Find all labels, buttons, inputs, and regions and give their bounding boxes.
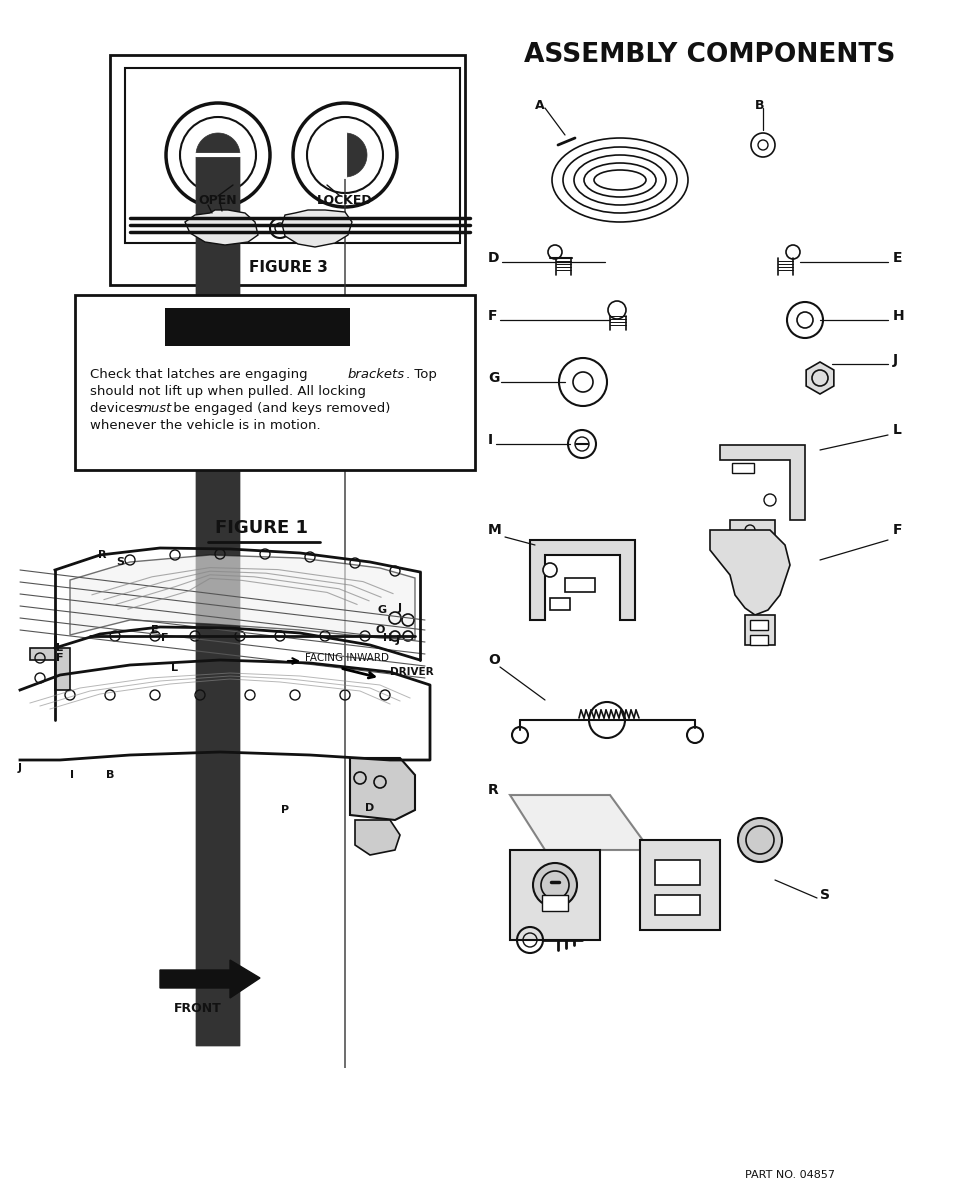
Text: M: M	[488, 522, 501, 537]
Text: F: F	[56, 653, 64, 663]
Text: LOCKED: LOCKED	[316, 193, 373, 207]
Bar	[110, 55, 464, 285]
Text: J: J	[892, 353, 897, 368]
Text: I: I	[488, 434, 493, 447]
Text: S: S	[820, 888, 829, 902]
Polygon shape	[70, 555, 415, 640]
Polygon shape	[355, 820, 399, 855]
Polygon shape	[195, 133, 240, 1046]
Bar	[541, 895, 567, 912]
Polygon shape	[510, 795, 649, 850]
Polygon shape	[530, 540, 635, 620]
Bar	[125, 68, 459, 243]
Text: J: J	[18, 763, 22, 773]
Polygon shape	[160, 960, 260, 998]
Text: devices: devices	[90, 402, 145, 416]
Polygon shape	[709, 530, 789, 615]
Text: R: R	[97, 550, 106, 560]
Polygon shape	[510, 850, 599, 940]
Text: S: S	[116, 557, 124, 567]
Bar	[655, 895, 700, 915]
Text: PART NO. 04857: PART NO. 04857	[744, 1170, 834, 1181]
Bar	[75, 295, 475, 470]
Polygon shape	[639, 839, 720, 930]
Text: ASSEMBLY COMPONENTS: ASSEMBLY COMPONENTS	[524, 42, 895, 68]
Text: OPEN: OPEN	[198, 193, 237, 207]
Text: whenever the vehicle is in motion.: whenever the vehicle is in motion.	[90, 419, 320, 432]
Text: G: G	[377, 605, 386, 615]
Polygon shape	[805, 362, 833, 394]
Text: A: A	[535, 98, 544, 112]
Circle shape	[738, 818, 781, 862]
Text: F: F	[892, 522, 902, 537]
Bar	[550, 598, 569, 610]
Polygon shape	[729, 520, 774, 540]
Bar	[749, 635, 767, 645]
Text: must: must	[139, 402, 172, 416]
Polygon shape	[720, 446, 804, 520]
Polygon shape	[30, 649, 70, 691]
Text: O: O	[375, 625, 384, 635]
Text: R: R	[488, 783, 498, 797]
Text: L: L	[172, 663, 178, 673]
Text: L: L	[56, 643, 64, 653]
Text: should not lift up when pulled. All locking: should not lift up when pulled. All lock…	[90, 386, 366, 398]
Text: brackets: brackets	[348, 368, 405, 381]
Circle shape	[533, 864, 577, 907]
Bar	[749, 620, 767, 631]
Text: FIGURE 3: FIGURE 3	[249, 261, 327, 275]
Text: E: E	[151, 625, 158, 635]
Text: J: J	[397, 603, 401, 613]
Text: DRIVER: DRIVER	[390, 667, 434, 677]
Text: D: D	[365, 803, 375, 813]
Bar	[655, 860, 700, 885]
Text: E: E	[892, 251, 902, 265]
Text: L: L	[892, 423, 901, 437]
Polygon shape	[282, 210, 352, 247]
Bar	[165, 307, 350, 346]
Text: O: O	[488, 653, 499, 667]
Text: be engaged (and keys removed): be engaged (and keys removed)	[169, 402, 390, 416]
Text: FIGURE 1: FIGURE 1	[215, 519, 308, 537]
Text: P: P	[280, 805, 289, 815]
Circle shape	[542, 563, 557, 576]
Bar	[731, 464, 753, 473]
Polygon shape	[744, 615, 774, 645]
Polygon shape	[185, 210, 257, 245]
Text: G: G	[488, 371, 498, 386]
Text: F: F	[161, 633, 169, 643]
Text: B: B	[106, 770, 114, 779]
Text: D: D	[488, 251, 499, 265]
Text: J: J	[395, 635, 399, 645]
Text: Check that latches are engaging: Check that latches are engaging	[90, 368, 312, 381]
Text: H: H	[892, 309, 903, 323]
Bar	[564, 578, 595, 592]
Text: H: H	[383, 633, 393, 643]
Polygon shape	[350, 758, 415, 820]
Text: F: F	[488, 309, 497, 323]
Text: I: I	[70, 770, 74, 779]
Text: FACING INWARD: FACING INWARD	[305, 653, 389, 663]
Polygon shape	[345, 133, 367, 1068]
Text: FRONT: FRONT	[174, 1002, 222, 1015]
Text: B: B	[754, 98, 763, 112]
Text: . Top: . Top	[406, 368, 436, 381]
